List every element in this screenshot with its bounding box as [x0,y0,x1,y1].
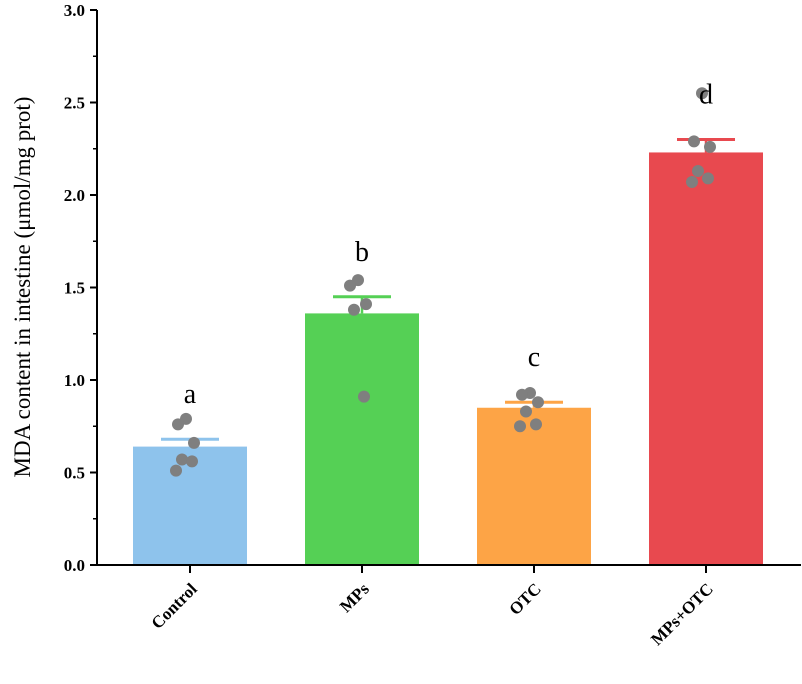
data-point [170,464,182,477]
y-tick-label: 0.5 [64,464,85,483]
data-point [704,140,716,153]
bars-layer [133,152,763,565]
data-point [186,455,198,468]
bar-mps [305,313,419,565]
y-tick-label: 2.0 [64,186,85,205]
significance-letter: b [355,237,369,268]
x-category-label: OTC [505,579,544,618]
y-tick-label: 3.0 [64,1,85,20]
bar-mps-otc [649,152,763,565]
bar-otc [477,407,591,565]
data-point [696,87,708,100]
data-point [172,418,184,431]
data-point [358,390,370,403]
data-point [514,420,526,433]
points-layer [170,87,716,477]
errorbar-layer [161,138,735,447]
significance-letter: c [528,342,540,373]
x-category-label: Control [148,579,201,632]
y-tick-label: 2.5 [64,94,85,113]
data-point [688,135,700,148]
y-axis-title: MDA content in intestine (μmol/mg prot) [10,97,35,478]
y-tick-label: 1.0 [64,371,85,390]
data-point [188,436,200,449]
significance-letter: a [184,379,197,410]
data-point [348,303,360,316]
significance-letter: d [699,80,713,111]
data-point [520,405,532,418]
x-category-label: MPs [336,579,373,616]
data-point [344,279,356,292]
data-point [692,164,704,177]
data-point [686,176,698,189]
data-point [532,396,544,409]
data-point [360,298,372,311]
data-point [516,388,528,401]
data-point [702,172,714,185]
ticks-layer: 0.0 0.5 1.0 1.5 2.0 2.5 3.0 [64,1,707,575]
x-category-label: MPs+OTC [647,579,717,649]
y-tick-label: 0.0 [64,556,85,575]
data-point [530,418,542,431]
data-point [176,453,188,466]
y-tick-label: 1.5 [64,279,85,298]
